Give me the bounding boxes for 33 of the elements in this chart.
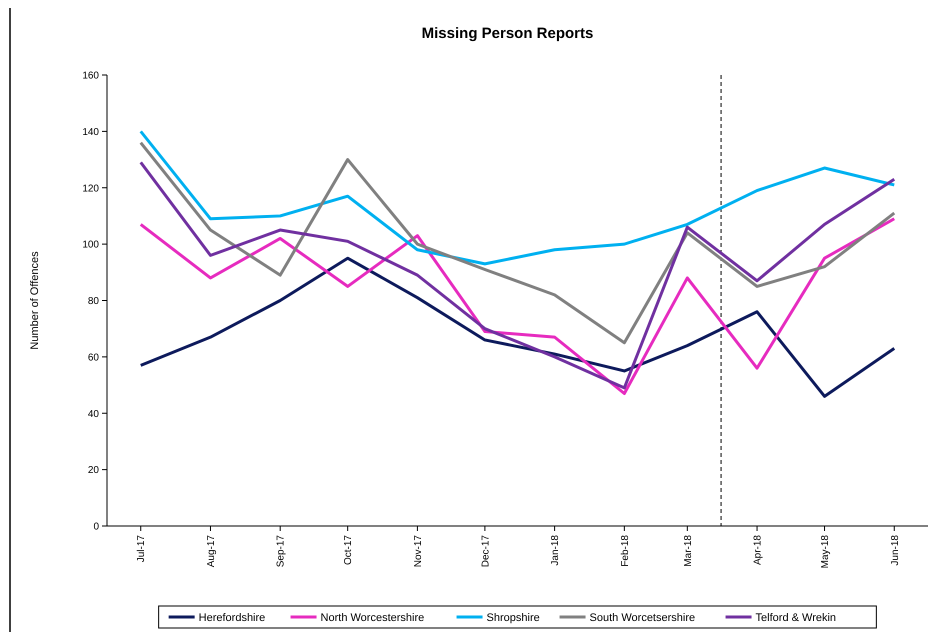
- line-series: [139, 141, 896, 344]
- y-tick-label: 20: [88, 465, 100, 476]
- x-tick-label: Dec-17: [480, 534, 492, 568]
- y-tick-label: 0: [93, 522, 100, 532]
- y-tick-label: 160: [82, 70, 100, 82]
- chart-title: Missing Person Reports: [422, 25, 594, 42]
- legend-label: South Worcetsershire: [590, 612, 696, 624]
- y-tick-label: 80: [88, 296, 100, 307]
- x-tick-label: Oct-17: [343, 534, 354, 566]
- x-tick-label: Aug-17: [206, 534, 217, 568]
- x-tick-label: Mar-18: [682, 534, 694, 567]
- x-tick-label: Feb-18: [620, 534, 631, 567]
- y-tick-label: 40: [88, 408, 100, 420]
- x-tick-label: Jun-18: [890, 534, 901, 566]
- x-tick-label: May-18: [820, 534, 832, 568]
- legend-label: North Worcestershire: [320, 612, 424, 624]
- y-tick-label: 120: [82, 183, 100, 194]
- x-tick-label: Jan-18: [550, 534, 562, 566]
- line-series: [139, 160, 896, 390]
- line-series: [139, 130, 896, 266]
- y-tick-label: 60: [88, 352, 100, 364]
- y-tick-label: 100: [82, 240, 100, 251]
- x-tick-label: Nov-17: [412, 534, 424, 568]
- legend-label: Herefordshire: [198, 612, 266, 624]
- legend-label: Telford & Wrekin: [756, 612, 836, 624]
- line-series: [139, 217, 896, 396]
- y-tick-label: 140: [82, 126, 100, 138]
- legend-label: Shropshire: [486, 612, 540, 624]
- x-tick-label: Apr-18: [752, 534, 764, 566]
- x-tick-label: Sep-17: [276, 534, 287, 568]
- x-tick-label: Jul-17: [136, 534, 148, 562]
- y-axis-title: Number of Offences: [29, 250, 41, 350]
- line-series: [139, 256, 896, 398]
